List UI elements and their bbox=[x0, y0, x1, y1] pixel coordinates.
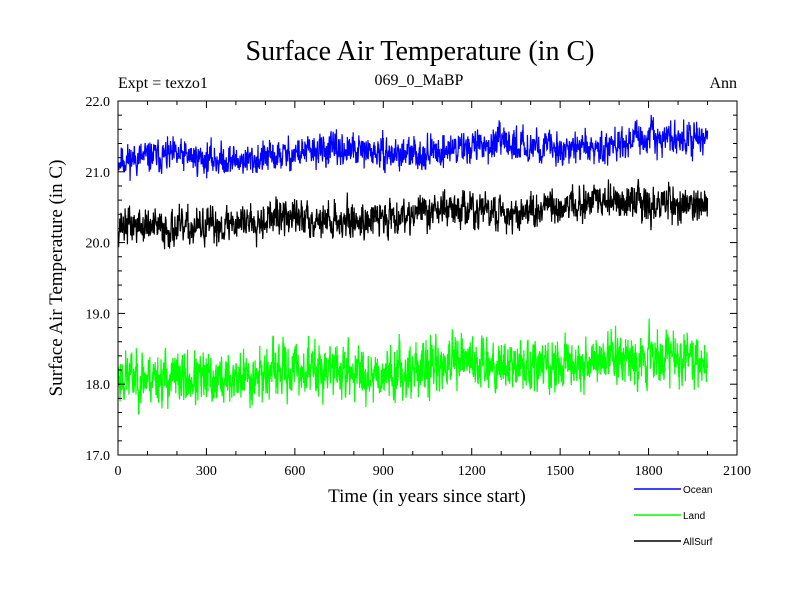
y-tick-label: 19.0 bbox=[86, 307, 111, 322]
x-tick-label: 1800 bbox=[635, 464, 663, 479]
x-tick-label: 300 bbox=[196, 464, 217, 479]
y-tick-label: 17.0 bbox=[86, 449, 111, 464]
y-tick-label: 22.0 bbox=[86, 95, 111, 110]
chart-title: Surface Air Temperature (in C) bbox=[246, 36, 595, 67]
chart-subtitle-left: Expt = texzo1 bbox=[118, 75, 208, 92]
y-tick-label: 20.0 bbox=[86, 237, 111, 252]
x-axis-label: Time (in years since start) bbox=[328, 486, 526, 507]
x-tick-label: 600 bbox=[284, 464, 305, 479]
legend: Ocean Land AllSurf bbox=[634, 485, 713, 548]
legend-label-allsurf: AllSurf bbox=[683, 537, 713, 548]
chart-subtitle-center: 069_0_MaBP bbox=[375, 72, 464, 89]
x-tick-label: 0 bbox=[115, 464, 122, 479]
y-tick-label: 18.0 bbox=[86, 378, 111, 393]
plot-frame bbox=[117, 100, 738, 456]
x-tick-label: 1200 bbox=[458, 464, 486, 479]
series-line-land bbox=[117, 318, 709, 415]
x-tick-label: 1500 bbox=[546, 464, 574, 479]
y-axis-label: Surface Air Temperature (in C) bbox=[46, 160, 67, 397]
x-tick-label: 2100 bbox=[723, 464, 751, 479]
axes-layer: 0 300 600 900 1200 1500 1800 2100 17.0 18.0 19.0 20… bbox=[86, 95, 752, 479]
legend-label-ocean: Ocean bbox=[683, 485, 712, 496]
chart-subtitle-right: Ann bbox=[709, 75, 737, 92]
legend-label-land: Land bbox=[683, 511, 705, 522]
y-tick-label: 21.0 bbox=[86, 166, 111, 181]
series-line-allsurf bbox=[117, 179, 709, 250]
series-layer bbox=[117, 114, 709, 415]
x-tick-label: 900 bbox=[373, 464, 394, 479]
series-line-ocean bbox=[117, 114, 709, 181]
